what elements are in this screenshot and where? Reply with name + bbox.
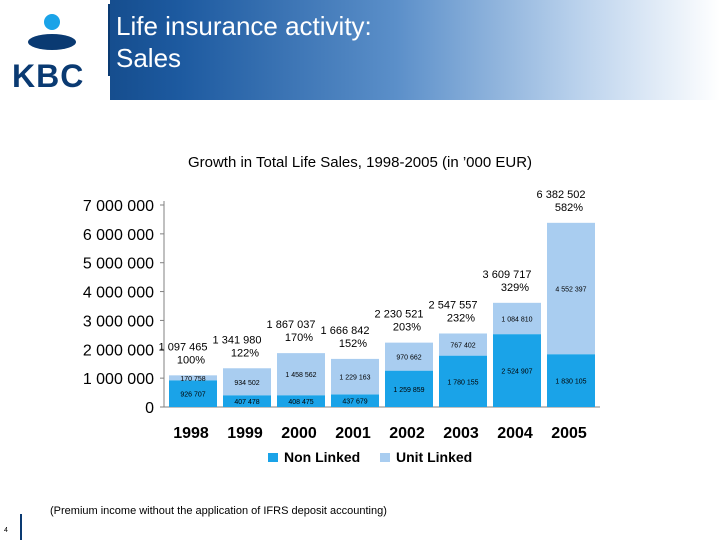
x-tick-label: 2000 — [281, 425, 317, 442]
growth-label: 170% — [285, 332, 313, 344]
bar-non-linked — [439, 355, 487, 407]
data-label-unit-linked: 934 502 — [234, 380, 259, 387]
kbc-logo-text: KBC — [12, 58, 85, 94]
total-label: 1 867 037 — [267, 319, 316, 331]
total-label: 1 666 842 — [321, 325, 370, 337]
data-label-non-linked: 1 830 105 — [555, 379, 586, 386]
total-label: 1 097 465 — [159, 341, 208, 353]
x-tick-label: 2005 — [551, 425, 587, 442]
x-tick-label: 1999 — [227, 425, 263, 442]
slide-header — [0, 0, 720, 100]
legend-label-unit-linked: Unit Linked — [396, 449, 472, 465]
x-tick-label: 2004 — [497, 425, 533, 442]
bar-non-linked — [169, 380, 217, 407]
data-label-unit-linked: 4 552 397 — [555, 287, 586, 294]
growth-label: 232% — [447, 312, 475, 324]
sales-chart: 0 1 000 000 2 000 000 3 000 000 4 000 000 5 0… — [83, 189, 600, 465]
slide-title-line1: Life insurance activity: — [116, 11, 372, 41]
bar-unit-linked — [547, 222, 595, 355]
bar-unit-linked — [493, 302, 541, 335]
growth-label: 582% — [555, 202, 583, 214]
y-tick-label: 0 — [145, 400, 154, 417]
bar-unit-linked — [439, 333, 487, 356]
bar-non-linked — [547, 354, 595, 407]
slide-title-line2: Sales — [116, 43, 182, 73]
kbc-logo-icon — [28, 14, 76, 50]
data-label-unit-linked: 170 758 — [180, 376, 205, 383]
growth-label: 100% — [177, 354, 205, 366]
total-label: 1 341 980 — [213, 334, 262, 346]
y-tick-label: 7 000 000 — [83, 198, 154, 215]
legend-swatch-unit-linked — [380, 453, 390, 462]
slide-title: Life insurance activity: Sales — [116, 10, 372, 74]
bar-unit-linked — [385, 342, 433, 371]
total-label: 3 609 717 — [483, 269, 532, 281]
y-tick-label: 6 000 000 — [83, 227, 154, 244]
data-label-non-linked: 1 780 155 — [447, 379, 478, 386]
legend-label-non-linked: Non Linked — [284, 449, 360, 465]
data-label-unit-linked: 970 662 — [396, 355, 421, 362]
total-label: 2 230 521 — [375, 309, 424, 321]
total-label: 2 547 557 — [429, 299, 478, 311]
y-tick-label: 2 000 000 — [83, 342, 154, 359]
x-tick-label: 1998 — [173, 425, 209, 442]
bar-unit-linked — [331, 358, 379, 395]
bar-non-linked — [223, 395, 271, 407]
data-label-unit-linked: 767 402 — [450, 343, 475, 350]
data-label-non-linked: 1 259 859 — [393, 387, 424, 394]
data-label-unit-linked: 1 229 163 — [339, 375, 370, 382]
data-label-non-linked: 2 524 907 — [501, 369, 532, 376]
growth-label: 329% — [501, 282, 529, 294]
y-tick-label: 4 000 000 — [83, 285, 154, 302]
growth-label: 122% — [231, 347, 259, 359]
bar-non-linked — [277, 395, 325, 407]
data-label-non-linked: 407 478 — [234, 399, 259, 406]
data-label-non-linked: 926 707 — [180, 392, 205, 399]
growth-label: 203% — [393, 322, 421, 334]
y-tick-label: 5 000 000 — [83, 256, 154, 273]
total-label: 6 382 502 — [537, 189, 586, 201]
bar-non-linked — [493, 334, 541, 407]
data-label-non-linked: 437 679 — [342, 399, 367, 406]
y-tick-label: 3 000 000 — [83, 313, 154, 330]
bar-unit-linked — [277, 353, 325, 396]
data-label-non-linked: 408 475 — [288, 399, 313, 406]
page-number: 4 — [4, 527, 8, 534]
bar-unit-linked — [169, 375, 217, 381]
kbc-logo: KBC — [0, 0, 110, 100]
bar-non-linked — [331, 394, 379, 407]
x-tick-label: 2003 — [443, 425, 479, 442]
footnote: (Premium income without the application … — [50, 505, 387, 517]
footer-divider — [20, 514, 22, 540]
growth-label: 152% — [339, 338, 367, 350]
legend-swatch-non-linked — [268, 453, 278, 462]
x-tick-label: 2001 — [335, 425, 371, 442]
data-label-unit-linked: 1 084 810 — [501, 316, 532, 323]
header-divider — [108, 4, 110, 76]
bar-unit-linked — [223, 368, 271, 396]
y-tick-label: 1 000 000 — [83, 371, 154, 388]
x-tick-label: 2002 — [389, 425, 425, 442]
chart-title: Growth in Total Life Sales, 1998-2005 (i… — [187, 154, 533, 171]
bar-non-linked — [385, 370, 433, 407]
data-label-unit-linked: 1 458 562 — [285, 372, 316, 379]
